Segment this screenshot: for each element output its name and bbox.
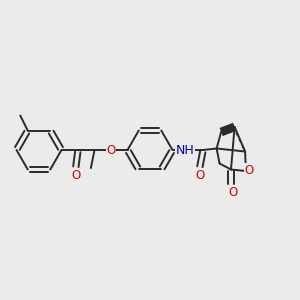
Text: NH: NH (176, 143, 194, 157)
Text: O: O (106, 143, 116, 157)
Text: O: O (72, 169, 81, 182)
Text: O: O (196, 169, 205, 182)
Text: O: O (244, 164, 253, 177)
Text: O: O (228, 185, 237, 199)
